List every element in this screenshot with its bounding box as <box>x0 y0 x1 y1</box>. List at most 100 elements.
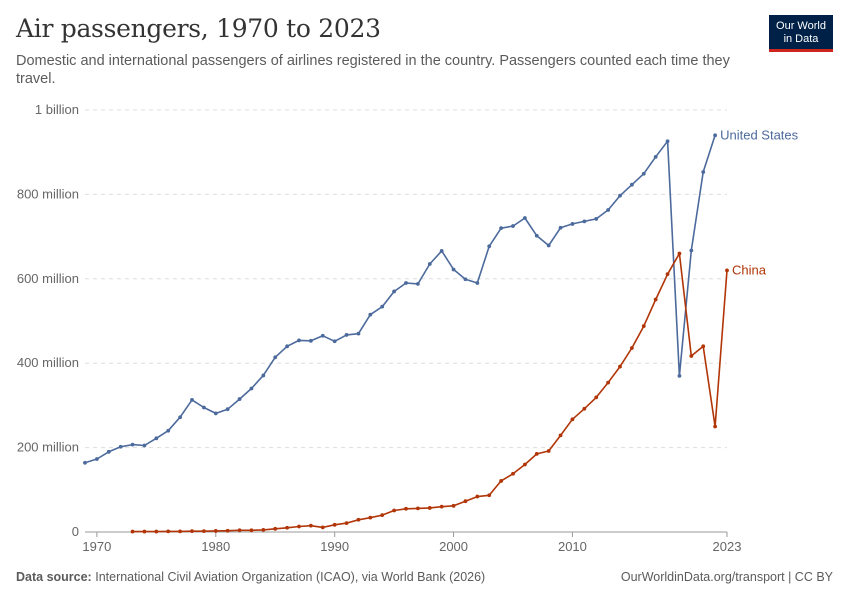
data-point <box>154 529 159 534</box>
data-point <box>487 493 492 498</box>
data-point <box>463 277 468 282</box>
data-point <box>178 529 183 534</box>
data-point <box>368 515 373 520</box>
data-point <box>380 513 385 518</box>
y-tick-label: 400 million <box>17 355 79 370</box>
data-point <box>285 344 290 349</box>
data-point <box>701 170 706 174</box>
data-point <box>594 395 599 400</box>
data-point <box>582 219 587 224</box>
x-tick-label: 1970 <box>82 539 111 554</box>
data-point <box>618 364 622 369</box>
data-point <box>534 452 539 456</box>
logo-line-2: in Data <box>783 33 819 45</box>
data-point <box>582 406 587 411</box>
logo-accent-bar <box>769 49 833 52</box>
data-point <box>94 457 99 461</box>
source-label: Data source: <box>16 570 92 584</box>
data-point <box>487 244 492 249</box>
data-point <box>106 449 111 454</box>
data-point <box>83 460 87 465</box>
series-line <box>84 135 716 464</box>
chart-subtitle: Domestic and international passengers of… <box>16 53 730 87</box>
footer-link[interactable]: OurWorldinData.org/transport | CC BY <box>620 570 833 584</box>
data-point <box>570 417 575 422</box>
data-point <box>190 529 194 534</box>
data-point <box>190 398 194 402</box>
owid-logo[interactable]: Our World in Data <box>769 15 833 52</box>
data-point <box>166 529 171 534</box>
data-point <box>463 499 468 504</box>
data-point <box>606 208 611 212</box>
data-point <box>332 339 337 344</box>
data-point <box>297 338 301 343</box>
data-point <box>677 373 682 378</box>
data-point <box>237 397 242 401</box>
data-point <box>594 216 599 221</box>
chart-title: Air passengers, 1970 to 2023 <box>16 14 381 43</box>
data-point <box>415 506 420 511</box>
data-point <box>677 251 682 256</box>
data-point <box>641 171 646 176</box>
footer-source: Data source: International Civil Aviatio… <box>16 570 485 584</box>
data-point <box>439 504 444 509</box>
data-point <box>713 133 718 138</box>
data-point <box>629 346 634 350</box>
data-point <box>142 529 147 534</box>
data-point <box>499 479 504 483</box>
data-point <box>237 528 242 533</box>
data-point <box>285 525 290 530</box>
data-point <box>308 523 313 528</box>
data-point <box>451 267 456 272</box>
series-label: United States <box>720 127 799 142</box>
data-point <box>344 333 349 337</box>
data-point <box>404 281 408 285</box>
data-point <box>665 272 670 277</box>
data-point <box>653 297 658 302</box>
x-tick-label: 1990 <box>320 539 349 554</box>
data-point <box>404 506 408 511</box>
data-point <box>701 344 706 349</box>
x-tick-label: 2023 <box>713 539 742 554</box>
data-point <box>665 139 670 144</box>
data-point <box>368 312 373 317</box>
data-point <box>225 528 230 533</box>
source-text[interactable]: International Civil Aviation Organizatio… <box>95 570 486 584</box>
data-point <box>154 436 159 441</box>
data-point <box>511 471 515 476</box>
data-point <box>558 225 563 230</box>
data-point <box>273 355 278 360</box>
y-tick-label: 800 million <box>17 186 79 201</box>
y-tick-label: 0 <box>72 524 79 539</box>
data-point <box>201 529 206 534</box>
data-point <box>261 373 266 378</box>
data-point <box>653 154 658 159</box>
data-point <box>392 508 397 513</box>
data-point <box>451 503 456 508</box>
data-point <box>641 324 646 328</box>
y-tick-label: 600 million <box>17 271 79 286</box>
data-point <box>606 380 611 385</box>
data-point <box>534 233 539 238</box>
data-point <box>475 494 480 499</box>
data-point <box>427 262 432 266</box>
data-point <box>629 182 634 187</box>
data-point <box>546 449 551 453</box>
data-point <box>356 517 361 522</box>
data-point <box>344 521 349 526</box>
data-point <box>201 405 206 410</box>
data-point <box>332 522 337 527</box>
data-point <box>522 216 527 220</box>
data-point <box>249 386 254 391</box>
x-tick-label: 2000 <box>439 539 468 554</box>
data-point <box>297 524 301 529</box>
data-point <box>546 243 551 248</box>
data-point <box>178 415 183 420</box>
y-tick-label: 1 billion <box>35 102 79 117</box>
data-point <box>713 424 718 429</box>
data-point <box>415 281 420 286</box>
line-chart: 0 200 million 400 million 600 million 800 mi… <box>17 102 799 554</box>
data-point <box>130 529 135 534</box>
data-point <box>356 331 361 336</box>
x-tick-label: 2010 <box>558 539 587 554</box>
